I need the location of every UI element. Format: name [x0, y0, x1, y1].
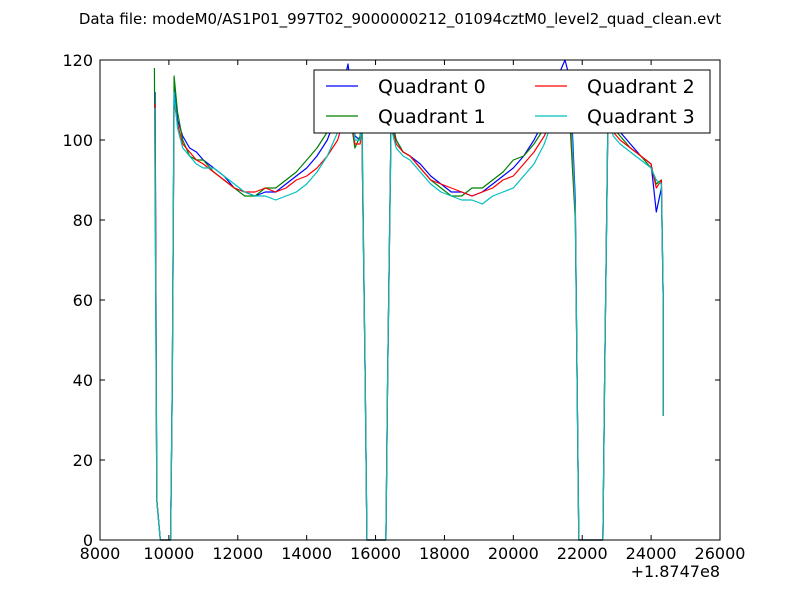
y-tick-label: 80 — [73, 211, 93, 230]
y-tick-label: 120 — [62, 51, 93, 70]
x-offset-label: +1.8747e8 — [631, 562, 720, 581]
x-tick-label: 8000 — [80, 544, 121, 563]
y-tick-label: 100 — [62, 131, 93, 150]
y-tick-label: 60 — [73, 291, 93, 310]
x-tick-label: 22000 — [557, 544, 608, 563]
x-tick-label: 14000 — [281, 544, 332, 563]
x-tick-label: 20000 — [488, 544, 539, 563]
legend: Quadrant 0 Quadrant 1 Quadrant 2 Quadrant 3 — [313, 69, 711, 134]
y-tick-label: 0 — [83, 531, 93, 550]
chart-title: Data file: modeM0/AS1P01_997T02_90000002… — [79, 10, 721, 29]
x-axis: 8000 10000 12000 14000 16000 18000 20000 22000 2… — [80, 60, 746, 563]
x-tick-label: 16000 — [350, 544, 401, 563]
legend-box — [313, 69, 711, 134]
y-tick-label: 20 — [73, 451, 93, 470]
x-tick-label: 18000 — [419, 544, 470, 563]
y-tick-label: 40 — [73, 371, 93, 390]
x-tick-label: 24000 — [626, 544, 677, 563]
x-tick-label: 26000 — [695, 544, 746, 563]
legend-label: Quadrant 2 — [587, 76, 695, 98]
legend-label: Quadrant 1 — [378, 106, 486, 128]
x-tick-label: 12000 — [212, 544, 263, 563]
y-axis: 0 20 40 60 80 100 120 — [62, 51, 720, 550]
legend-label: Quadrant 0 — [378, 76, 486, 98]
legend-label: Quadrant 3 — [587, 106, 695, 128]
x-tick-label: 10000 — [143, 544, 194, 563]
